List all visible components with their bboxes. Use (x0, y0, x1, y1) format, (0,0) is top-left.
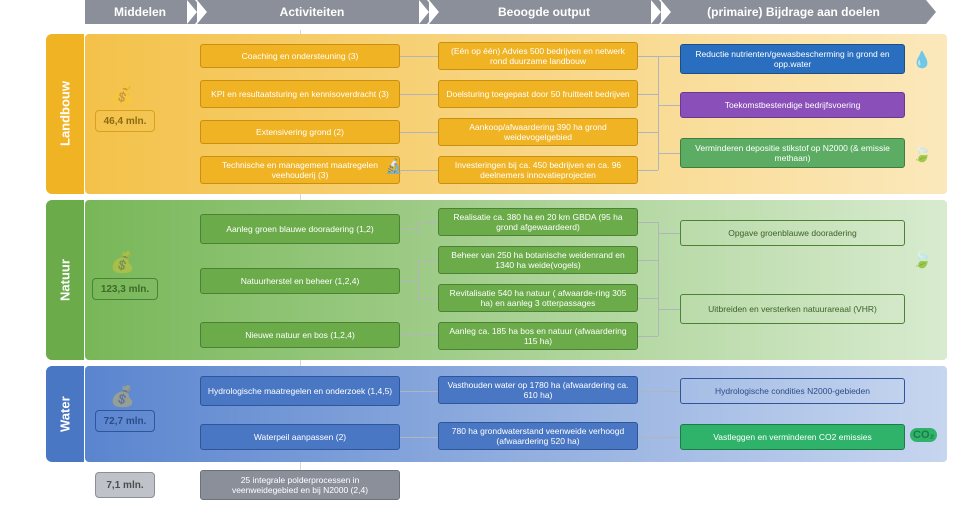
landbouw-output-1: Doelsturing toegepast door 50 fruitteelt… (438, 80, 638, 108)
tab-water: Water (46, 366, 84, 462)
header-middelen: Middelen (85, 0, 195, 24)
budget-natuur: 123,3 mln. (92, 278, 158, 300)
natuur-goal-0: Opgave groenblauwe dooradering (680, 220, 905, 246)
landbouw-activity-0: Coaching en ondersteuning (3) (200, 44, 400, 68)
landbouw-activity-1: KPI en resultaatsturing en kennisoverdra… (200, 80, 400, 108)
tab-landbouw: Landbouw (46, 34, 84, 194)
natuur-output-2: Revitalisatie 540 ha natuur ( afwaarde-r… (438, 284, 638, 312)
water-output-0: Vasthouden water op 1780 ha (afwaarderin… (438, 376, 638, 404)
landbouw-activity-3: Technische en management maatregelen vee… (200, 156, 400, 184)
water-activity-0: Hydrologische maatregelen en onderzoek (… (200, 376, 400, 406)
landbouw-goal-1: Toekomstbestendige bedrijfsvoering (680, 92, 905, 118)
landbouw-output-0: (Eén op één) Advies 500 bedrijven en net… (438, 42, 638, 70)
natuur-activity-2: Nieuwe natuur en bos (1,2,4) (200, 322, 400, 348)
landbouw-goal-2: Verminderen depositie stikstof op N2000 … (680, 138, 905, 168)
moneybag-icon: 💰 (110, 384, 135, 409)
diagram-container: { "header": { "cols": ["Middelen", "Acti… (0, 0, 960, 513)
drop-icon: 💧 (912, 50, 932, 70)
natuur-output-1: Beheer van 250 ha botanische weidenrand … (438, 246, 638, 274)
microscope-icon: 🔬 (385, 158, 402, 175)
budget-water: 72,7 mln. (95, 410, 155, 432)
natuur-output-0: Realisatie ca. 380 ha en 20 km GBDA (95 … (438, 208, 638, 236)
bottom-text: 25 integrale polderprocessen in veenweid… (200, 470, 400, 500)
leaf2-icon: 🍃 (912, 250, 932, 270)
header-row: Middelen Activiteiten Beoogde output (pr… (85, 0, 926, 24)
water-goal-1: Vastleggen en verminderen CO2 emissies (680, 424, 905, 450)
landbouw-output-3: Investeringen bij ca. 450 bedrijven en c… (438, 156, 638, 184)
moneybag-icon: 💰 (110, 250, 135, 275)
header-output: Beoogde output (429, 0, 659, 24)
water-output-1: 780 ha grondwaterstand veenweide verhoog… (438, 422, 638, 450)
landbouw-activity-2: Extensivering grond (2) (200, 120, 400, 144)
water-goal-0: Hydrologische condities N2000-gebieden (680, 378, 905, 404)
natuur-activity-0: Aanleg groen blauwe dooradering (1,2) (200, 214, 400, 244)
co2-icon: CO₂ (910, 428, 937, 442)
tab-natuur: Natuur (46, 200, 84, 360)
natuur-activity-1: Natuurherstel en beheer (1,2,4) (200, 268, 400, 294)
water-activity-1: Waterpeil aanpassen (2) (200, 424, 400, 450)
natuur-output-3: Aanleg ca. 185 ha bos en natuur (afwaard… (438, 322, 638, 350)
landbouw-output-2: Aankoop/afwaardering 390 ha grond weidev… (438, 118, 638, 146)
header-doelen: (primaire) Bijdrage aan doelen (661, 0, 926, 24)
leaf-icon: 🍃 (912, 144, 932, 164)
natuur-goal-1: Uitbreiden en versterken natuurareaal (V… (680, 294, 905, 324)
moneybag-icon: 💰 (110, 82, 135, 107)
header-activiteiten: Activiteiten (197, 0, 427, 24)
landbouw-goal-0: Reductie nutrienten/gewasbescherming in … (680, 44, 905, 74)
budget-bottom: 7,1 mln. (95, 472, 155, 498)
budget-landbouw: 46,4 mln. (95, 110, 155, 132)
